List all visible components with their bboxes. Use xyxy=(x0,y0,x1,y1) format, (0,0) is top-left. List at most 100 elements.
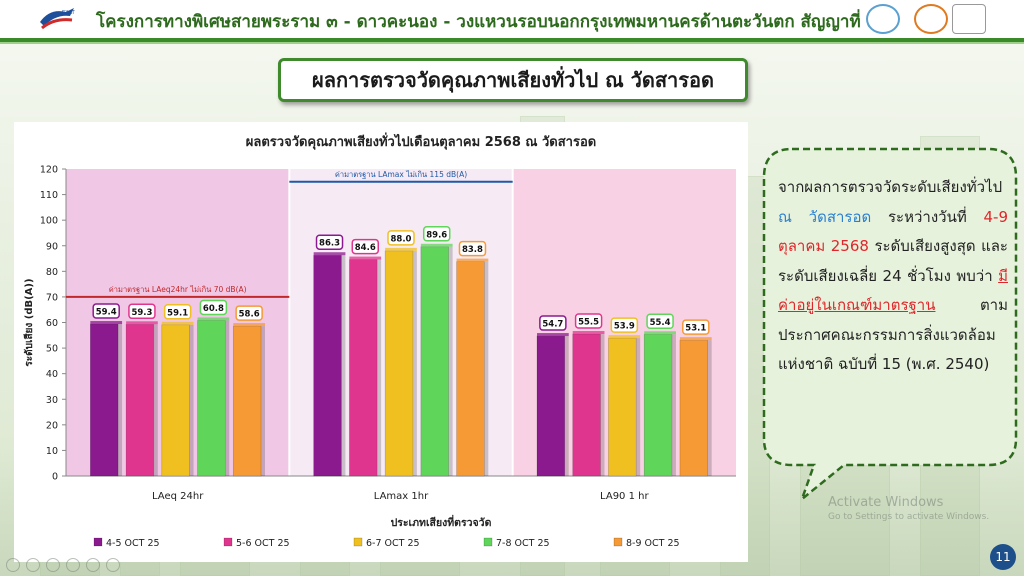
certification-logo xyxy=(866,4,900,34)
bar xyxy=(197,320,226,477)
noise-bar-chart: ผลตรวจวัดคุณภาพเสียงทั่วไปเดือนตุลาคม 25… xyxy=(23,132,736,549)
legend-swatch xyxy=(93,537,103,547)
agency-emblem xyxy=(952,4,986,34)
data-label-box xyxy=(646,313,674,330)
data-label: 60.8 xyxy=(203,304,224,314)
bar-shade xyxy=(189,324,194,476)
bar-top xyxy=(385,247,417,251)
y-tick-label: 60 xyxy=(46,318,58,329)
exat-logo-text: EXAT xyxy=(62,10,76,16)
bar xyxy=(161,324,190,477)
bar xyxy=(608,337,637,477)
bar-top xyxy=(572,331,605,335)
data-label: 55.4 xyxy=(650,318,671,328)
bar-top xyxy=(313,252,346,256)
data-label: 59.1 xyxy=(167,308,188,318)
bar-top xyxy=(126,321,158,325)
y-tick-label: 110 xyxy=(40,190,58,201)
summary-callout: จากผลการตรวจวัดระดับเสียงทั่วไป ณ วัดสาร… xyxy=(762,147,1018,503)
bar-shade xyxy=(707,340,712,476)
data-label-box xyxy=(235,305,263,321)
data-label: 89.6 xyxy=(426,230,447,240)
y-tick-label: 50 xyxy=(46,344,58,355)
bar xyxy=(456,261,485,477)
legend-label: 8-9 OCT 25 xyxy=(626,538,680,549)
data-label: 54.7 xyxy=(542,320,563,330)
data-label-box xyxy=(387,230,415,246)
page-number-badge: 11 xyxy=(990,544,1016,570)
chart-panel: ผลตรวจวัดคุณภาพเสียงทั่วไปเดือนตุลาคม 25… xyxy=(14,122,748,562)
y-axis-label: ระดับเสียง (dB(A)) xyxy=(23,278,35,366)
data-label-box xyxy=(163,304,192,320)
data-label-box xyxy=(422,226,451,242)
next-slide-icon[interactable] xyxy=(26,558,40,572)
x-category-label: LAmax 1hr xyxy=(374,491,429,502)
activation-watermark: Activate Windows Go to Settings to activ… xyxy=(828,495,990,523)
legend-swatch xyxy=(483,537,493,547)
y-tick-label: 120 xyxy=(40,165,58,176)
bar xyxy=(572,333,601,477)
data-label-box xyxy=(682,319,710,335)
x-axis-label: ประเภทเสียงที่ตรวจวัด xyxy=(391,514,492,529)
bar-top xyxy=(537,333,569,337)
compliance-highlight: มีค่าอยู่ในเกณฑ์มาตรฐาน xyxy=(778,266,1008,315)
header-divider xyxy=(0,38,1024,42)
data-label-box xyxy=(458,240,487,257)
chart-title: ผลตรวจวัดคุณภาพเสียงทั่วไปเดือนตุลาคม 25… xyxy=(246,132,596,150)
bar-shade xyxy=(412,250,417,476)
bar xyxy=(679,339,708,477)
bar-shade xyxy=(377,259,382,476)
bar-shade xyxy=(484,261,489,476)
x-category-label: LAeq 24hr xyxy=(152,491,204,502)
bar-shade xyxy=(261,326,265,476)
bar-top xyxy=(233,323,265,327)
slide-title-box: ผลการตรวจวัดคุณภาพเสียงทั่วไป ณ วัดสารอด xyxy=(278,58,748,102)
bar xyxy=(643,333,673,477)
prev-slide-icon[interactable] xyxy=(6,558,20,572)
data-label: 86.3 xyxy=(319,239,340,249)
x-category-label: LA90 1 hr xyxy=(600,491,649,502)
slide-nav-controls[interactable] xyxy=(6,558,120,572)
bar-top xyxy=(456,258,489,262)
y-tick-label: 70 xyxy=(46,292,58,303)
bar xyxy=(90,323,119,477)
y-tick-label: 10 xyxy=(46,446,58,457)
bar-shade xyxy=(636,338,641,476)
bar xyxy=(313,254,342,477)
zoom-icon[interactable] xyxy=(86,558,100,572)
legend-swatch xyxy=(613,537,623,547)
legend-swatch xyxy=(353,537,363,547)
bar xyxy=(125,323,155,477)
callout-bubble xyxy=(762,147,1018,503)
data-label-box xyxy=(610,317,639,333)
bar xyxy=(420,246,449,477)
slides-grid-icon[interactable] xyxy=(66,558,80,572)
data-label-box xyxy=(574,313,603,329)
bar xyxy=(232,325,262,477)
bar-top xyxy=(349,256,382,260)
data-label-box xyxy=(128,303,156,320)
bar xyxy=(349,259,378,477)
pen-icon[interactable] xyxy=(46,558,60,572)
y-tick-label: 40 xyxy=(46,369,58,380)
y-tick-label: 30 xyxy=(46,395,58,406)
bar-top xyxy=(161,321,194,325)
location-highlight: ณ วัดสารอด xyxy=(778,207,872,226)
data-label: 59.3 xyxy=(131,308,152,318)
data-label: 58.6 xyxy=(239,310,260,320)
exat-logo: EXAT xyxy=(40,8,76,30)
y-tick-label: 20 xyxy=(46,420,58,431)
callout-text: จากผลการตรวจวัดระดับเสียงทั่วไป ณ วัดสาร… xyxy=(778,178,1008,373)
data-label-box xyxy=(199,299,228,316)
y-tick-label: 0 xyxy=(52,472,58,483)
more-options-icon[interactable] xyxy=(106,558,120,572)
bar-shade xyxy=(600,334,605,476)
legend-swatch xyxy=(223,537,233,547)
bar-top xyxy=(608,335,641,339)
data-label: 55.5 xyxy=(578,318,599,328)
bar-top xyxy=(197,317,230,321)
bar-shade xyxy=(341,255,346,476)
bar xyxy=(536,335,566,477)
data-label: 88.0 xyxy=(391,234,412,244)
standard-label: ค่ามาตรฐาน LAeq24hr ไม่เกิน 70 dB(A) xyxy=(109,285,247,294)
